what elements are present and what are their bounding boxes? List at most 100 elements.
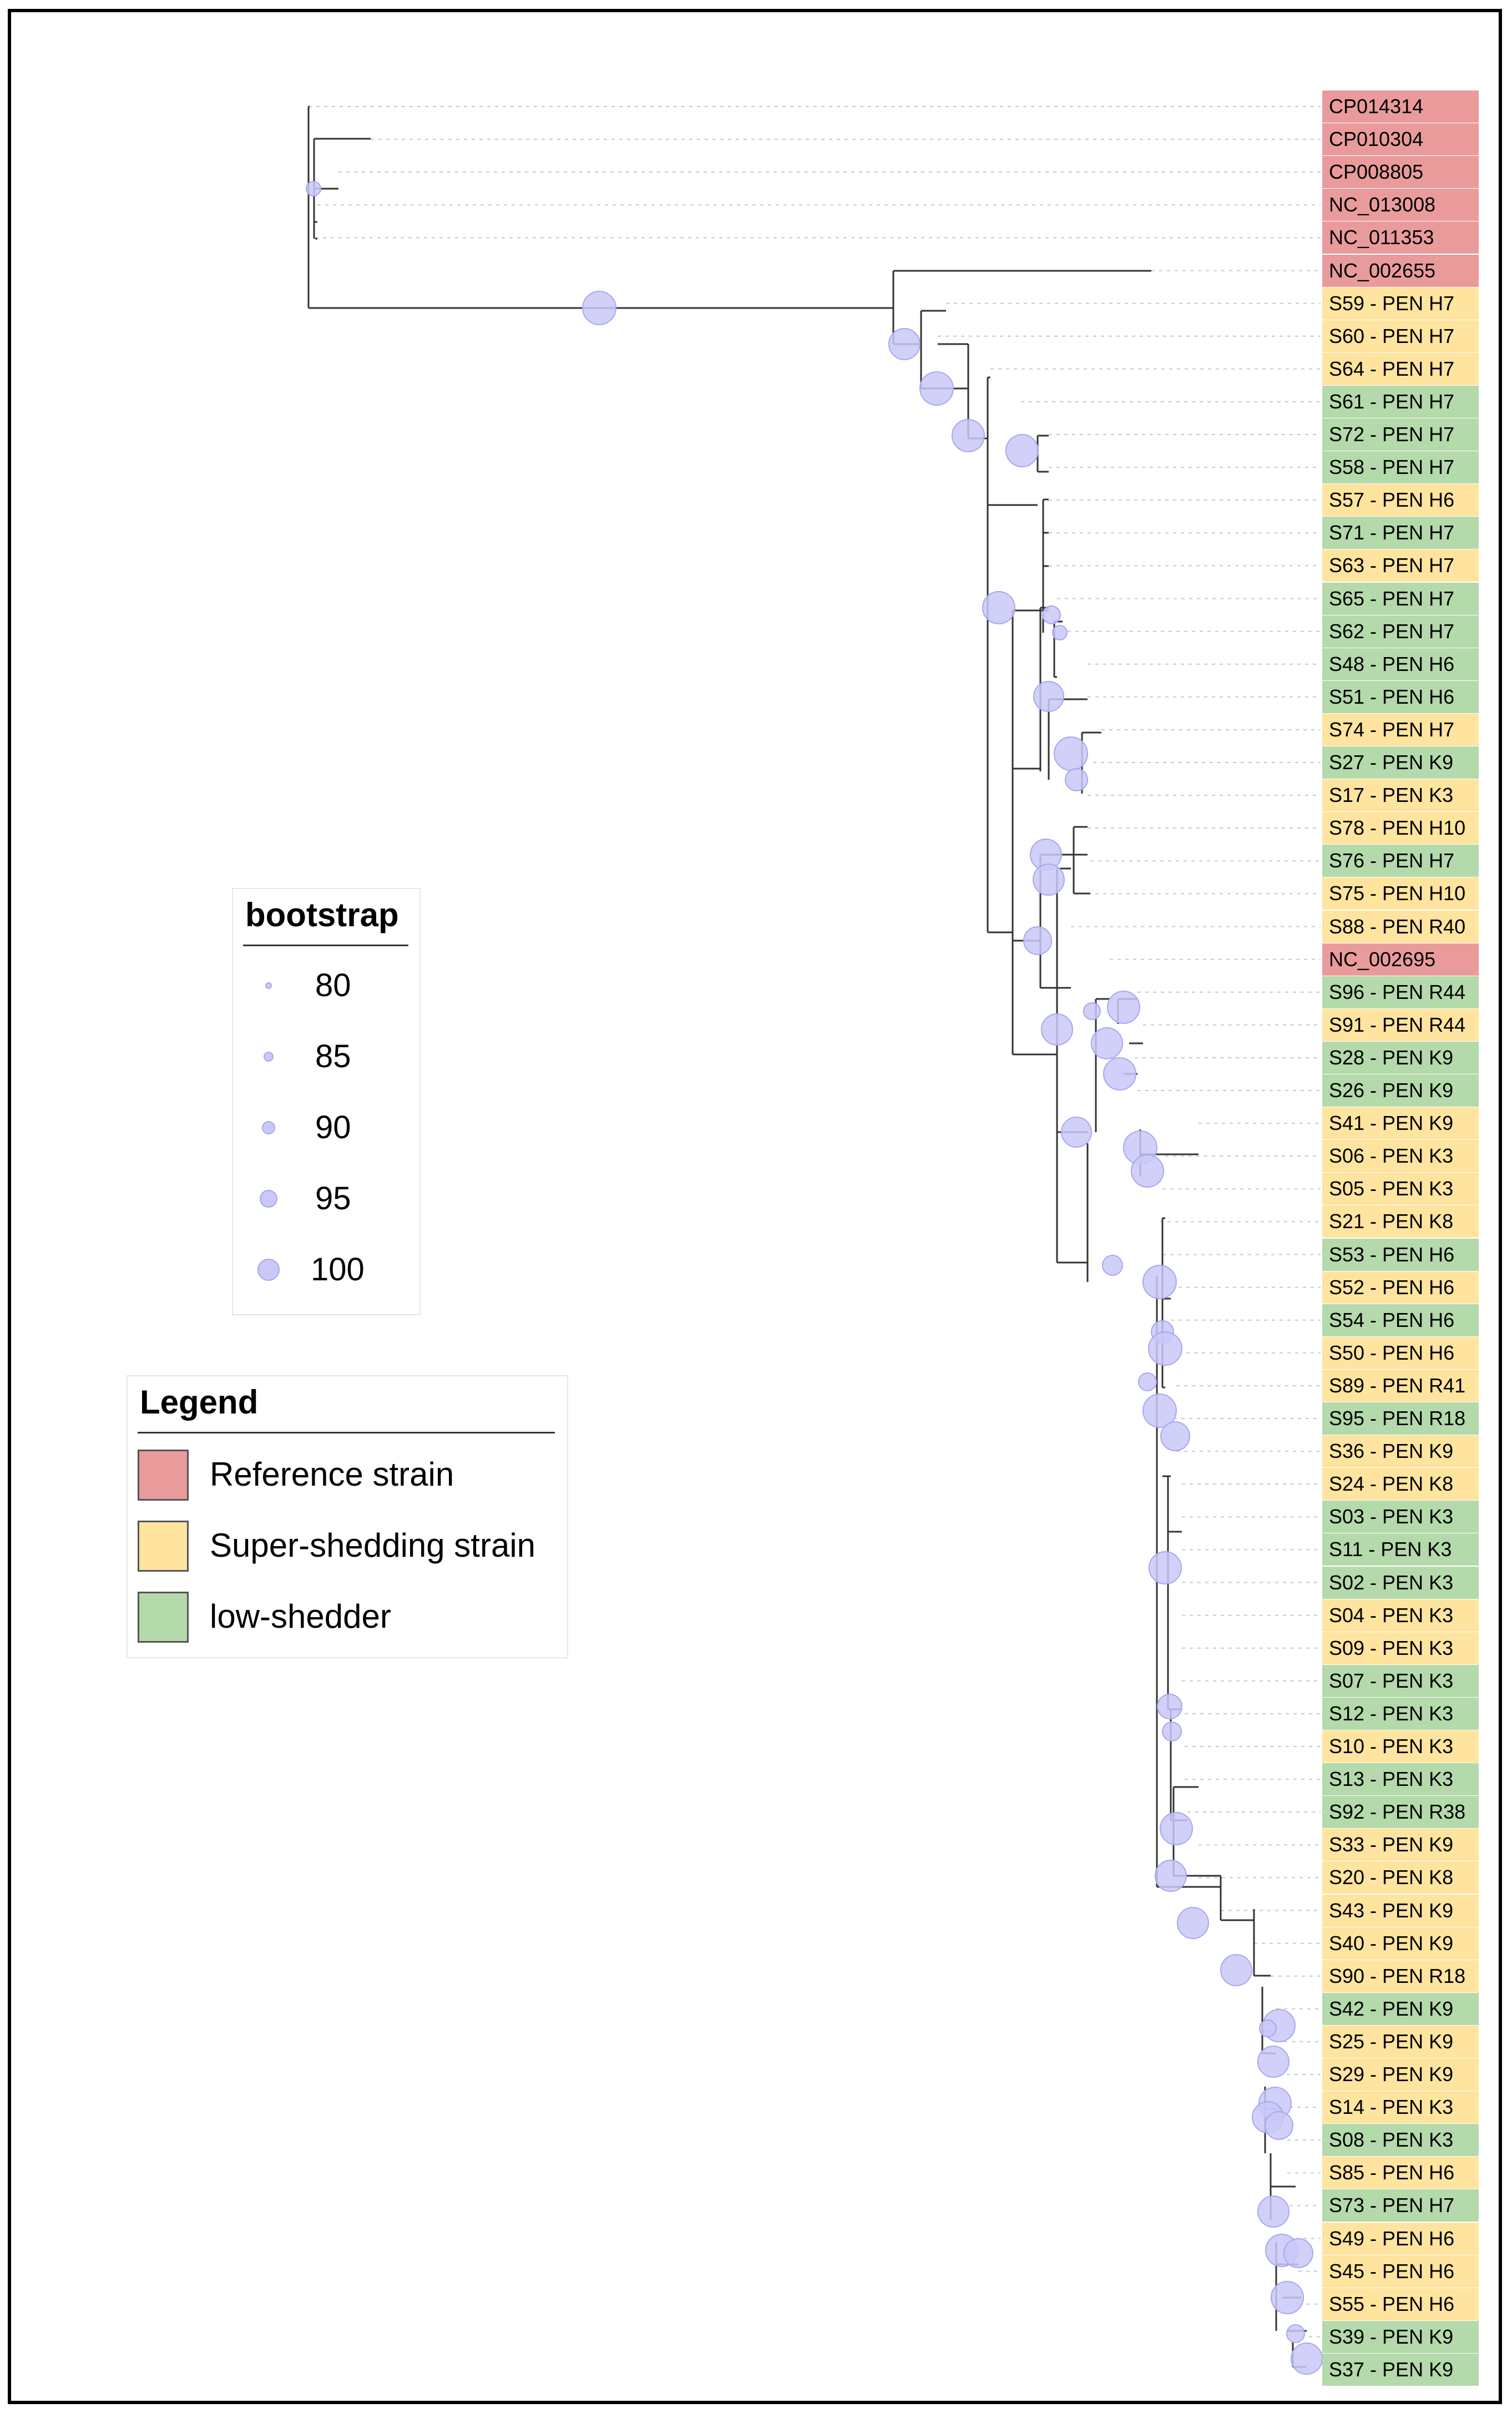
tip-label: S39 - PEN K9 bbox=[1322, 2320, 1479, 2353]
tip-label: CP010304 bbox=[1322, 123, 1479, 156]
bootstrap-node bbox=[1148, 1331, 1182, 1366]
bootstrap-node bbox=[952, 419, 985, 452]
tip-label: S11 - PEN K3 bbox=[1322, 1533, 1479, 1566]
tip-label: S61 - PEN H7 bbox=[1322, 385, 1479, 418]
bootstrap-node bbox=[1138, 1372, 1157, 1391]
tip-label: S58 - PEN H7 bbox=[1322, 451, 1479, 484]
bootstrap-node bbox=[1177, 1907, 1209, 1939]
bootstrap-node bbox=[1265, 2111, 1293, 2140]
tip-label: S14 - PEN K3 bbox=[1322, 2091, 1479, 2124]
bootstrap-node bbox=[1131, 1154, 1164, 1188]
bootstrap-dot-85 bbox=[264, 1052, 274, 1062]
tip-label: S45 - PEN H6 bbox=[1322, 2255, 1479, 2288]
bootstrap-legend-rule bbox=[243, 945, 408, 946]
tip-label: S49 - PEN H6 bbox=[1322, 2222, 1479, 2255]
bootstrap-node bbox=[1220, 1954, 1252, 1986]
tip-label: S59 - PEN H7 bbox=[1322, 287, 1479, 320]
category-legend: Legend Reference strain Super-shedding s… bbox=[127, 1375, 568, 1658]
tip-label: NC_002655 bbox=[1322, 254, 1479, 287]
tip-label: S08 - PEN K3 bbox=[1322, 2124, 1479, 2157]
bootstrap-node bbox=[1065, 768, 1088, 791]
bootstrap-node bbox=[888, 328, 921, 360]
tip-label: S02 - PEN K3 bbox=[1322, 1566, 1479, 1599]
bootstrap-node bbox=[1083, 1002, 1101, 1020]
tip-label: S65 - PEN H7 bbox=[1322, 582, 1479, 615]
tip-label: S21 - PEN K8 bbox=[1322, 1205, 1479, 1238]
tip-label: S41 - PEN K9 bbox=[1322, 1107, 1479, 1140]
bootstrap-legend-row: 80 bbox=[233, 960, 419, 1016]
tip-label: S57 - PEN H6 bbox=[1322, 484, 1479, 517]
tip-label: S43 - PEN K9 bbox=[1322, 1894, 1479, 1927]
bootstrap-node bbox=[1042, 605, 1061, 624]
tip-label: S12 - PEN K3 bbox=[1322, 1697, 1479, 1730]
legend-item-low: low-shedder bbox=[128, 1589, 567, 1645]
tip-label: S06 - PEN K3 bbox=[1322, 1140, 1479, 1173]
bootstrap-node bbox=[1160, 1421, 1190, 1451]
bootstrap-node bbox=[919, 371, 954, 406]
tip-label: S52 - PEN H6 bbox=[1322, 1271, 1479, 1304]
tip-label: S33 - PEN K9 bbox=[1322, 1829, 1479, 1861]
bootstrap-node bbox=[1142, 1394, 1177, 1428]
bootstrap-legend-row: 85 bbox=[233, 1031, 419, 1087]
tip-label: S63 - PEN H7 bbox=[1322, 549, 1479, 582]
bootstrap-node bbox=[1149, 1551, 1182, 1584]
tip-label: S51 - PEN H6 bbox=[1322, 680, 1479, 713]
tip-label: S62 - PEN H7 bbox=[1322, 615, 1479, 648]
tip-label: S28 - PEN K9 bbox=[1322, 1041, 1479, 1074]
legend-swatch-low bbox=[138, 1592, 189, 1643]
bootstrap-node bbox=[1103, 1057, 1136, 1091]
tip-label: CP008805 bbox=[1322, 156, 1479, 189]
bootstrap-node bbox=[1033, 864, 1065, 896]
tip-label: S10 - PEN K3 bbox=[1322, 1730, 1479, 1763]
bootstrap-node bbox=[1257, 2046, 1290, 2078]
tip-label: S24 - PEN K8 bbox=[1322, 1468, 1479, 1501]
bootstrap-dot-90 bbox=[262, 1121, 275, 1134]
bootstrap-legend-row: 95 bbox=[233, 1173, 419, 1229]
tip-label: NC_011353 bbox=[1322, 221, 1479, 254]
tip-label: S91 - PEN R44 bbox=[1322, 1008, 1479, 1041]
tip-label: S89 - PEN R41 bbox=[1322, 1369, 1479, 1402]
bootstrap-dot-100 bbox=[257, 1259, 280, 1281]
legend-swatch-super bbox=[138, 1521, 189, 1572]
bootstrap-node bbox=[1061, 1117, 1092, 1148]
bootstrap-node bbox=[1283, 2238, 1313, 2268]
tip-label: S55 - PEN H6 bbox=[1322, 2288, 1479, 2320]
bootstrap-value: 100 bbox=[311, 1251, 365, 1288]
tip-label: S26 - PEN K9 bbox=[1322, 1074, 1479, 1107]
tip-label: S95 - PEN R18 bbox=[1322, 1402, 1479, 1435]
bootstrap-node bbox=[1155, 1860, 1187, 1892]
bootstrap-legend-row: 90 bbox=[233, 1102, 419, 1158]
bootstrap-node bbox=[1033, 681, 1064, 712]
bootstrap-node bbox=[1142, 1265, 1177, 1299]
bootstrap-value: 85 bbox=[315, 1038, 351, 1074]
bootstrap-node bbox=[1160, 1812, 1193, 1845]
tip-label: S71 - PEN H7 bbox=[1322, 517, 1479, 549]
legend-item-super: Super-shedding strain bbox=[128, 1518, 567, 1574]
bootstrap-node bbox=[1023, 926, 1052, 955]
tip-label: S25 - PEN K9 bbox=[1322, 2025, 1479, 2058]
bootstrap-node bbox=[1054, 736, 1088, 771]
legend-label: low-shedder bbox=[210, 1598, 391, 1635]
tip-label: NC_013008 bbox=[1322, 189, 1479, 221]
bootstrap-dot-80 bbox=[265, 982, 272, 989]
tip-label: S29 - PEN K9 bbox=[1322, 2058, 1479, 2091]
tip-label: S42 - PEN K9 bbox=[1322, 1992, 1479, 2025]
category-legend-rule bbox=[138, 1432, 555, 1433]
tip-label: S53 - PEN H6 bbox=[1322, 1238, 1479, 1271]
tip-label: S27 - PEN K9 bbox=[1322, 746, 1479, 779]
bootstrap-node bbox=[582, 291, 616, 325]
tip-label: S73 - PEN H7 bbox=[1322, 2189, 1479, 2222]
tip-label: S92 - PEN R38 bbox=[1322, 1796, 1479, 1829]
bootstrap-node bbox=[1291, 2343, 1323, 2375]
legend-label: Reference strain bbox=[210, 1456, 454, 1493]
tip-label: S96 - PEN R44 bbox=[1322, 976, 1479, 1008]
bootstrap-legend: bootstrap 80 85 90 95 100 bbox=[232, 888, 421, 1315]
tip-label: S40 - PEN K9 bbox=[1322, 1927, 1479, 1960]
bootstrap-node bbox=[1162, 1722, 1182, 1741]
bootstrap-node bbox=[1107, 991, 1140, 1024]
bootstrap-legend-row: 100 bbox=[233, 1244, 419, 1300]
bootstrap-node bbox=[1259, 2020, 1277, 2037]
tip-label: S07 - PEN K3 bbox=[1322, 1664, 1479, 1697]
bootstrap-node bbox=[1257, 2195, 1290, 2228]
